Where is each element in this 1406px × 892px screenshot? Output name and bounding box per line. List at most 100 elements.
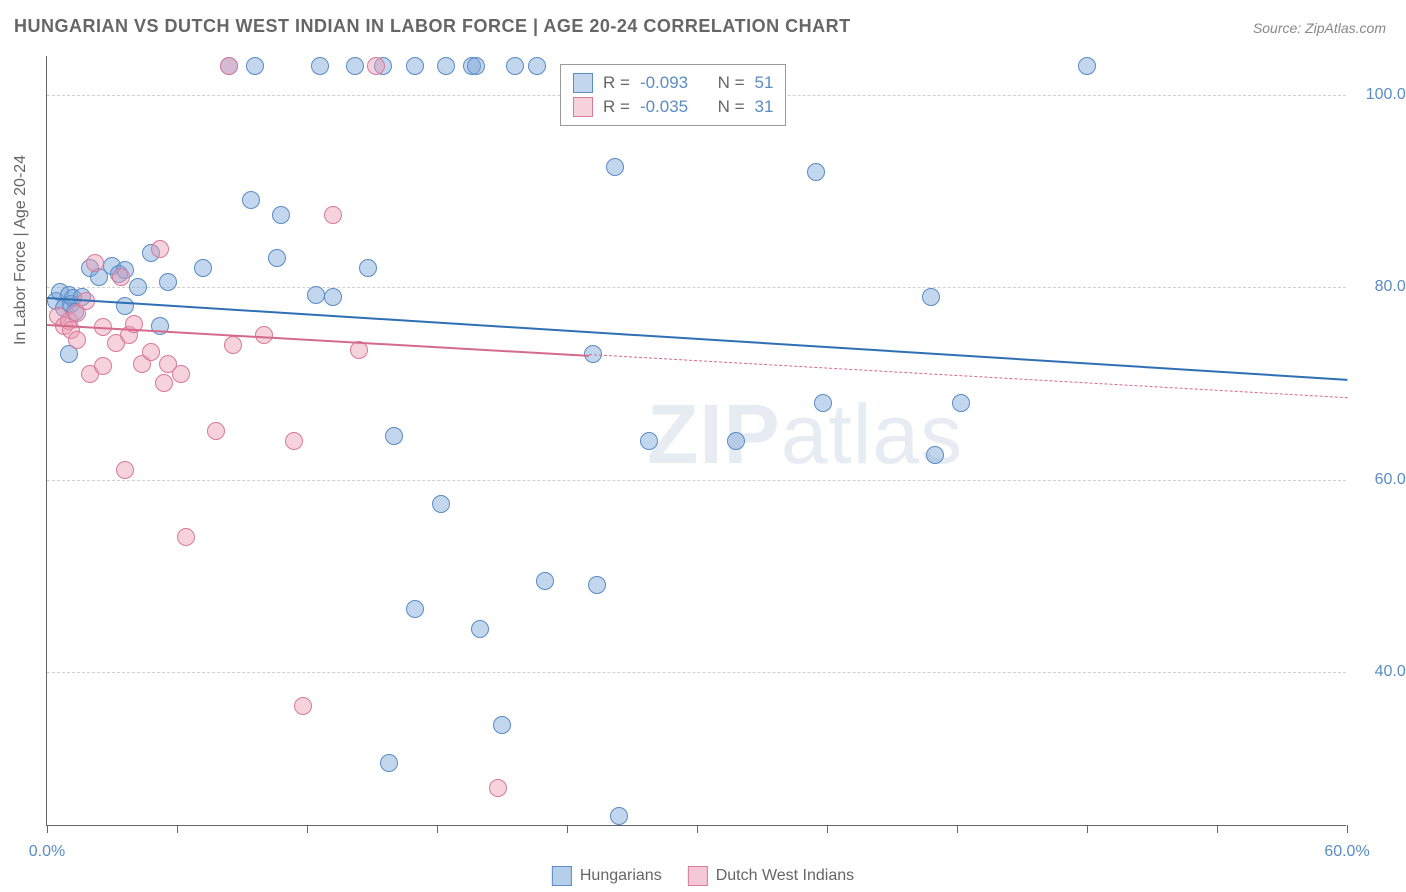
data-point xyxy=(272,206,290,224)
data-point xyxy=(268,249,286,267)
data-point xyxy=(129,278,147,296)
data-point xyxy=(493,716,511,734)
legend-r-label: R = xyxy=(603,97,630,117)
gridline xyxy=(47,480,1346,481)
data-point xyxy=(172,365,190,383)
y-tick-label: 60.0% xyxy=(1360,471,1406,489)
data-point xyxy=(367,57,385,75)
x-tick xyxy=(1347,825,1348,833)
data-point xyxy=(536,572,554,590)
x-tick xyxy=(1087,825,1088,833)
legend-stats: R = -0.093 N = 51 R = -0.035 N = 31 xyxy=(560,64,786,126)
data-point xyxy=(1078,57,1096,75)
data-point xyxy=(506,57,524,75)
legend-swatch xyxy=(573,73,593,93)
legend-n-value: 51 xyxy=(755,73,774,93)
data-point xyxy=(359,259,377,277)
x-tick xyxy=(697,825,698,833)
plot-area: ZIPatlas 40.0%60.0%80.0%100.0%0.0%60.0% xyxy=(46,56,1346,826)
data-point xyxy=(86,254,104,272)
legend-r-value: -0.093 xyxy=(640,73,688,93)
x-tick xyxy=(437,825,438,833)
data-point xyxy=(727,432,745,450)
data-point xyxy=(467,57,485,75)
x-tick-label: 60.0% xyxy=(1324,843,1369,861)
data-point xyxy=(194,259,212,277)
data-point xyxy=(606,158,624,176)
data-point xyxy=(406,57,424,75)
y-tick-label: 80.0% xyxy=(1360,278,1406,296)
legend-n-label: N = xyxy=(718,97,745,117)
legend-stat-row: R = -0.093 N = 51 xyxy=(573,71,773,95)
legend-item: Dutch West Indians xyxy=(688,866,854,886)
data-point xyxy=(610,807,628,825)
chart-title: HUNGARIAN VS DUTCH WEST INDIAN IN LABOR … xyxy=(14,16,851,37)
legend-r-value: -0.035 xyxy=(640,97,688,117)
legend-n-label: N = xyxy=(718,73,745,93)
data-point xyxy=(380,754,398,772)
data-point xyxy=(94,357,112,375)
data-point xyxy=(294,697,312,715)
data-point xyxy=(588,576,606,594)
legend-n-value: 31 xyxy=(755,97,774,117)
data-point xyxy=(116,297,134,315)
legend-r-label: R = xyxy=(603,73,630,93)
x-tick xyxy=(47,825,48,833)
data-point xyxy=(242,191,260,209)
data-point xyxy=(952,394,970,412)
data-point xyxy=(177,528,195,546)
data-point xyxy=(246,57,264,75)
data-point xyxy=(68,331,86,349)
data-point xyxy=(142,343,160,361)
x-tick xyxy=(307,825,308,833)
y-tick-label: 100.0% xyxy=(1360,86,1406,104)
watermark: ZIPatlas xyxy=(647,386,963,483)
y-tick-label: 40.0% xyxy=(1360,663,1406,681)
data-point xyxy=(385,427,403,445)
trend-line xyxy=(47,297,1347,381)
x-tick xyxy=(567,825,568,833)
gridline xyxy=(47,672,1346,673)
data-point xyxy=(285,432,303,450)
data-point xyxy=(471,620,489,638)
data-point xyxy=(437,57,455,75)
data-point xyxy=(489,779,507,797)
x-tick xyxy=(1217,825,1218,833)
source-label: Source: ZipAtlas.com xyxy=(1253,20,1386,36)
data-point xyxy=(324,288,342,306)
data-point xyxy=(406,600,424,618)
legend-series: Hungarians Dutch West Indians xyxy=(552,866,854,886)
legend-swatch xyxy=(688,866,708,886)
data-point xyxy=(814,394,832,412)
data-point xyxy=(207,422,225,440)
data-point xyxy=(116,461,134,479)
data-point xyxy=(224,336,242,354)
data-point xyxy=(640,432,658,450)
data-point xyxy=(311,57,329,75)
data-point xyxy=(926,446,944,464)
watermark-zip: ZIP xyxy=(647,387,781,481)
data-point xyxy=(922,288,940,306)
y-axis-title: In Labor Force | Age 20-24 xyxy=(12,155,30,345)
legend-label: Dutch West Indians xyxy=(716,867,854,885)
data-point xyxy=(807,163,825,181)
data-point xyxy=(155,374,173,392)
data-point xyxy=(307,286,325,304)
trend-line-dashed xyxy=(589,354,1347,398)
x-tick-label: 0.0% xyxy=(29,843,65,861)
data-point xyxy=(432,495,450,513)
legend-label: Hungarians xyxy=(580,867,662,885)
data-point xyxy=(159,273,177,291)
x-tick xyxy=(177,825,178,833)
data-point xyxy=(324,206,342,224)
legend-item: Hungarians xyxy=(552,866,662,886)
x-tick xyxy=(957,825,958,833)
legend-swatch xyxy=(552,866,572,886)
data-point xyxy=(346,57,364,75)
legend-stat-row: R = -0.035 N = 31 xyxy=(573,95,773,119)
x-tick xyxy=(827,825,828,833)
legend-swatch xyxy=(573,97,593,117)
data-point xyxy=(528,57,546,75)
watermark-atlas: atlas xyxy=(781,387,963,481)
data-point xyxy=(112,268,130,286)
